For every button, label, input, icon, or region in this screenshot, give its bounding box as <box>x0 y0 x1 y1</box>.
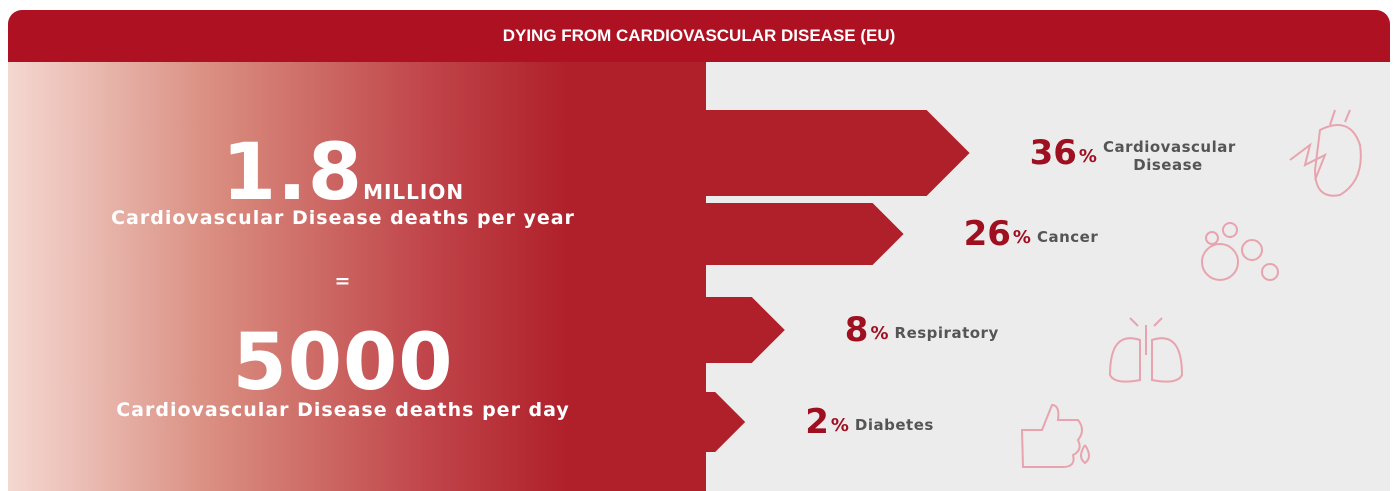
cell-icon <box>1205 231 1219 245</box>
arrow-bar <box>706 297 785 363</box>
arrow-bar <box>706 110 970 196</box>
cell-icon <box>1261 263 1279 281</box>
bar-label: 36% Cardiovascular Disease <box>1029 132 1236 174</box>
cell-icon <box>1222 222 1238 238</box>
value-label: 8 <box>844 310 869 350</box>
bar-label: 26% Cancer <box>964 214 1099 254</box>
icons <box>1020 109 1362 468</box>
yearly-unit: MILLION <box>363 180 465 204</box>
yearly-caption: Cardiovascular Disease deaths per year <box>111 207 575 229</box>
header: DYING FROM CARDIOVASCULAR DISEASE (EU) <box>8 10 1390 62</box>
category-label: Diabetes <box>854 416 934 434</box>
arrow-bar <box>706 203 904 265</box>
hand-icon <box>1020 403 1090 468</box>
unit-label: % <box>830 414 849 436</box>
title: DYING FROM CARDIOVASCULAR DISEASE (EU) <box>502 26 896 45</box>
category-label: Respiratory <box>894 324 999 342</box>
bar-label: 2% Diabetes <box>805 402 934 442</box>
category-label: Cancer <box>1036 228 1099 246</box>
arrow-bar <box>706 392 746 452</box>
bar-label: 8% Respiratory <box>845 310 999 350</box>
daily-caption: Cardiovascular Disease deaths per day <box>116 399 570 421</box>
unit-label: % <box>1012 226 1031 248</box>
yearly-row: 1.8MILLION <box>8 134 678 212</box>
unit-label: % <box>1078 145 1097 167</box>
cell-icon <box>1201 243 1239 281</box>
stats-panel: 1.8MILLION Cardiovascular Disease deaths… <box>8 62 706 491</box>
category-label: Cardiovascular Disease <box>1102 138 1236 174</box>
value-label: 36 <box>1029 133 1077 173</box>
cell-icon <box>1241 239 1263 261</box>
unit-label: % <box>870 322 889 344</box>
value-label: 2 <box>805 402 829 442</box>
heart-icon <box>1289 109 1362 197</box>
value-label: 26 <box>963 214 1011 254</box>
yearly-value: 1.8 <box>221 128 364 218</box>
equals: = <box>334 270 352 292</box>
lungs-icon <box>1108 317 1184 383</box>
daily-value: 5000 <box>232 318 454 408</box>
